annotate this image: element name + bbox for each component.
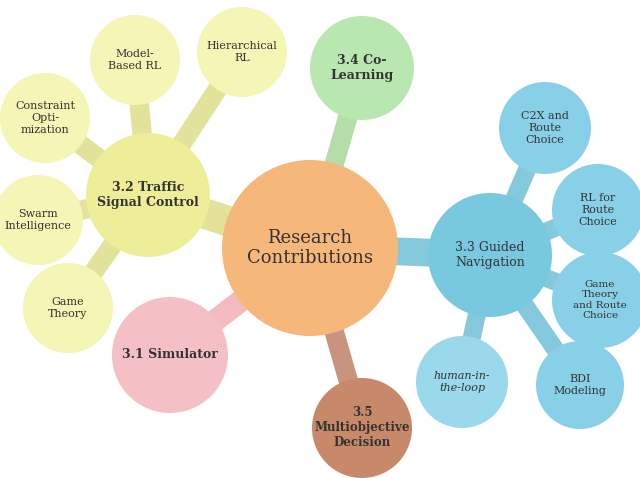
Text: 3.5
Multiobjective
Decision: 3.5 Multiobjective Decision (314, 406, 410, 449)
Text: 3.2 Traffic
Signal Control: 3.2 Traffic Signal Control (97, 181, 199, 209)
Text: Model-
Based RL: Model- Based RL (108, 49, 161, 71)
Circle shape (428, 193, 552, 317)
Circle shape (222, 160, 398, 336)
Text: Game
Theory: Game Theory (48, 297, 88, 319)
Circle shape (197, 7, 287, 97)
Circle shape (499, 82, 591, 174)
Text: human-in-
the-loop: human-in- the-loop (434, 371, 490, 393)
Text: 3.3 Guided
Navigation: 3.3 Guided Navigation (455, 241, 525, 269)
Text: Research
Contributions: Research Contributions (247, 228, 373, 267)
Circle shape (90, 15, 180, 105)
Circle shape (112, 297, 228, 413)
Circle shape (536, 341, 624, 429)
Text: Constraint
Opti-
mization: Constraint Opti- mization (15, 101, 75, 135)
Text: Game
Theory
and Route
Choice: Game Theory and Route Choice (573, 280, 627, 320)
Text: Swarm
Intelligence: Swarm Intelligence (4, 209, 72, 231)
Circle shape (310, 16, 414, 120)
Circle shape (416, 336, 508, 428)
Circle shape (552, 164, 640, 256)
Text: RL for
Route
Choice: RL for Route Choice (579, 194, 618, 227)
Circle shape (0, 175, 83, 265)
Circle shape (312, 378, 412, 478)
Text: BDI
Modeling: BDI Modeling (554, 374, 607, 396)
Circle shape (23, 263, 113, 353)
Circle shape (0, 73, 90, 163)
Text: 3.1 Simulator: 3.1 Simulator (122, 348, 218, 361)
Circle shape (86, 133, 210, 257)
Text: Hierarchical
RL: Hierarchical RL (207, 41, 277, 63)
Text: 3.4 Co-
Learning: 3.4 Co- Learning (330, 54, 394, 82)
Text: C2X and
Route
Choice: C2X and Route Choice (521, 111, 569, 145)
Circle shape (552, 252, 640, 348)
